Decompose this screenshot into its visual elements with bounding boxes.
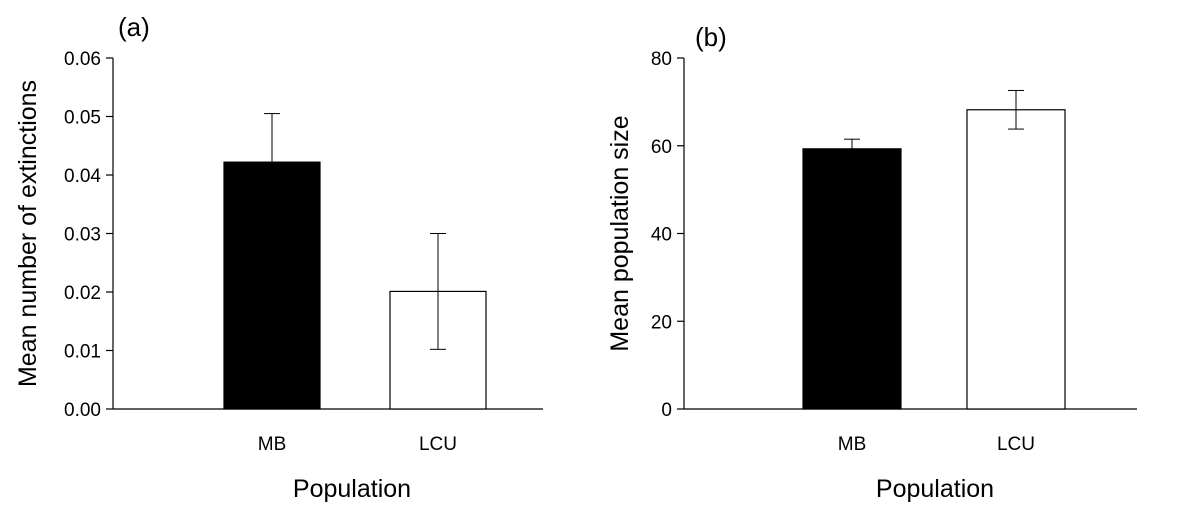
y-tick-label: 0.05 — [64, 108, 101, 129]
x-tick-label: MB — [258, 434, 287, 455]
y-tick-label: 0.01 — [64, 342, 101, 363]
x-tick-label: LCU — [419, 434, 457, 455]
panel-label: (b) — [695, 22, 727, 52]
x-axis-title: Population — [876, 475, 994, 503]
x-axis-title: Population — [293, 475, 411, 503]
y-tick-label: 0.00 — [64, 400, 101, 421]
x-tick-label: MB — [838, 434, 867, 455]
y-axis-title: Mean population size — [606, 115, 634, 351]
y-axis-title: Mean number of extinctions — [14, 80, 42, 387]
panel-label: (a) — [118, 12, 150, 42]
y-tick-label: 0.04 — [64, 166, 101, 187]
y-tick-label: 0 — [661, 400, 672, 421]
bar-mb — [802, 148, 902, 410]
y-tick-label: 0.02 — [64, 283, 101, 304]
y-tick-label: 0.06 — [64, 49, 101, 70]
y-tick-label: 40 — [651, 225, 672, 246]
y-tick-label: 80 — [651, 49, 672, 70]
y-tick-label: 0.03 — [64, 225, 101, 246]
x-tick-label: LCU — [997, 434, 1035, 455]
y-tick-label: 20 — [651, 312, 672, 333]
bar-lcu — [966, 109, 1066, 410]
y-tick-label: 60 — [651, 137, 672, 158]
